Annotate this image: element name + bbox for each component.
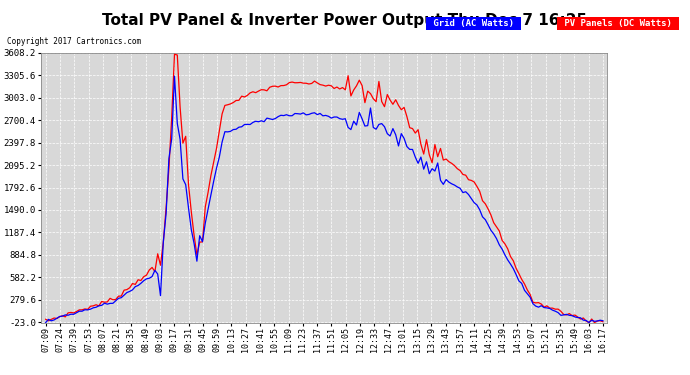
Text: PV Panels (DC Watts): PV Panels (DC Watts) — [559, 19, 677, 28]
Text: Total PV Panel & Inverter Power Output Thu Dec 7 16:25: Total PV Panel & Inverter Power Output T… — [102, 13, 588, 28]
Text: Grid (AC Watts): Grid (AC Watts) — [428, 19, 519, 28]
Text: Copyright 2017 Cartronics.com: Copyright 2017 Cartronics.com — [7, 38, 141, 46]
